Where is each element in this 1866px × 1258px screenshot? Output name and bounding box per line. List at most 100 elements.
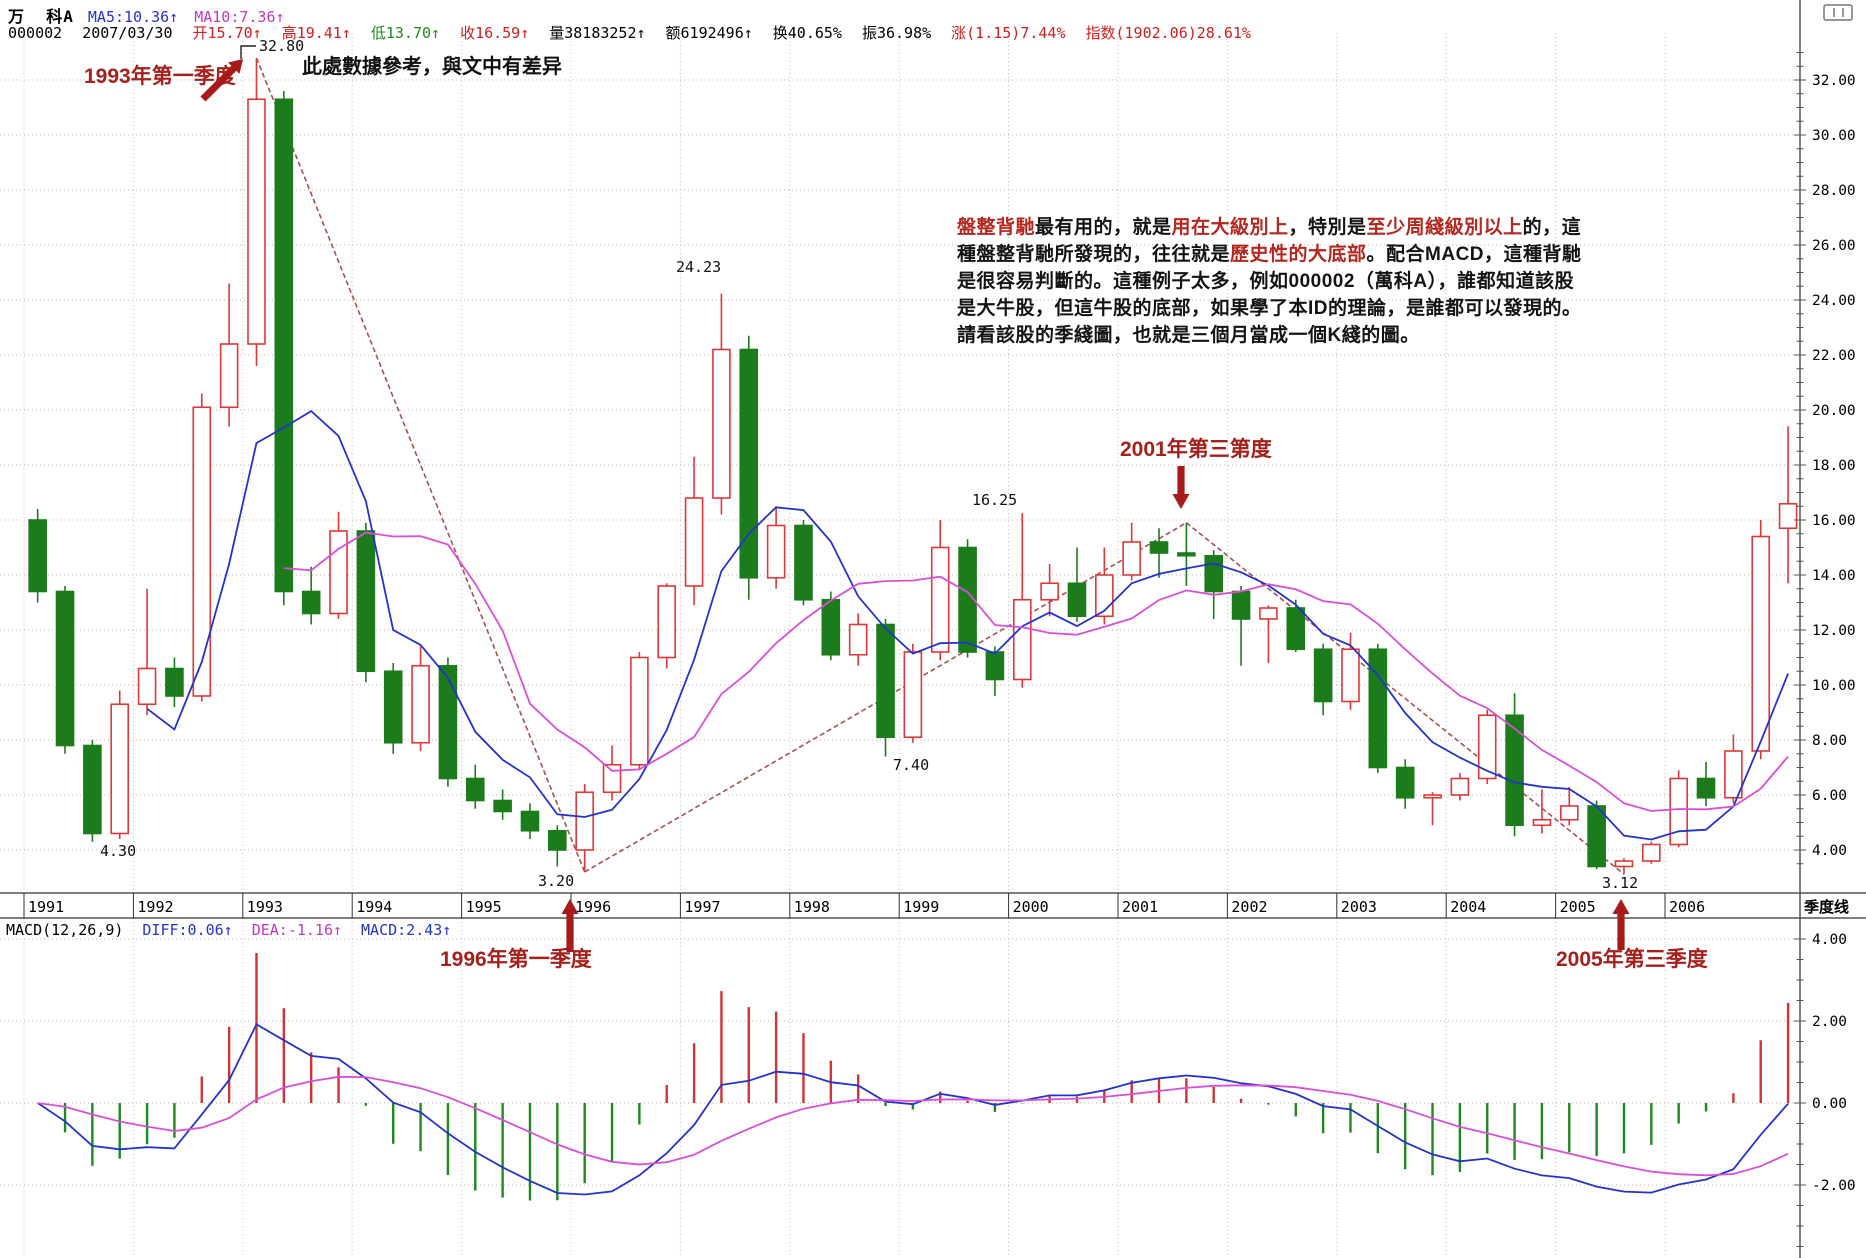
- y-axis-label: 8.00: [1812, 733, 1847, 749]
- candle[interactable]: [1012, 513, 1032, 688]
- year-label: 1994: [356, 898, 392, 916]
- candle[interactable]: [1122, 522, 1141, 581]
- candle[interactable]: [329, 511, 348, 619]
- callout-arrow: [1612, 899, 1630, 950]
- candle[interactable]: [739, 335, 759, 600]
- callout-arrow: [561, 899, 579, 952]
- candle[interactable]: [1751, 520, 1771, 760]
- candle[interactable]: [356, 522, 376, 683]
- y-axis-label: 20.00: [1812, 403, 1856, 419]
- candle[interactable]: [1778, 426, 1798, 584]
- macd-axis-label: -2.00: [1812, 1178, 1856, 1194]
- candle[interactable]: [192, 393, 212, 702]
- candle[interactable]: [1177, 522, 1196, 586]
- diff-line: [37, 1023, 1789, 1196]
- candle[interactable]: [1231, 586, 1251, 666]
- candle[interactable]: [1368, 643, 1388, 773]
- year-label: 1998: [794, 898, 830, 916]
- candle[interactable]: [1642, 841, 1661, 864]
- candle[interactable]: [985, 646, 1005, 697]
- period-label: 季度线: [1804, 898, 1849, 916]
- year-label: 1992: [137, 898, 173, 916]
- candle[interactable]: [657, 583, 677, 669]
- candle[interactable]: [1040, 564, 1059, 617]
- candle[interactable]: [930, 520, 950, 661]
- candle[interactable]: [794, 520, 813, 606]
- candle[interactable]: [684, 456, 704, 606]
- candlestick-series[interactable]: [28, 58, 1798, 875]
- header-field: MACD:2.43↑: [361, 921, 452, 939]
- candle[interactable]: [958, 539, 977, 658]
- candle[interactable]: [1095, 547, 1114, 625]
- candle[interactable]: [137, 588, 157, 716]
- candle[interactable]: [520, 803, 540, 839]
- candle[interactable]: [1477, 709, 1497, 784]
- candle[interactable]: [848, 613, 868, 666]
- candle[interactable]: [1423, 792, 1442, 826]
- candle[interactable]: [1341, 632, 1360, 710]
- candle[interactable]: [110, 690, 130, 840]
- candle[interactable]: [1724, 734, 1743, 804]
- candle[interactable]: [548, 825, 567, 867]
- candle[interactable]: [411, 646, 430, 752]
- candle[interactable]: [766, 506, 786, 589]
- macd-axis-label: 0.00: [1812, 1096, 1847, 1112]
- candle[interactable]: [630, 652, 649, 771]
- candle[interactable]: [1450, 773, 1470, 801]
- candle[interactable]: [274, 91, 294, 606]
- year-label: 2000: [1013, 898, 1049, 916]
- commentary-line: 盤整背馳最有用的，就是用在大級別上，特別是至少周綫級別以上的，這: [957, 217, 1582, 238]
- candle[interactable]: [301, 566, 321, 625]
- header-field: 收16.59↑: [460, 24, 530, 42]
- year-label: 1995: [466, 898, 502, 916]
- corner-panel-icon[interactable]: [1823, 4, 1853, 21]
- macd-header: MACD(12,26,9) DIFF:0.06↑ DEA:-1.16↑ MACD:2.…: [6, 921, 461, 939]
- year-label: 2006: [1669, 898, 1705, 916]
- candle[interactable]: [903, 643, 923, 743]
- candle[interactable]: [219, 283, 239, 427]
- candle[interactable]: [1505, 693, 1524, 837]
- year-label: 1999: [903, 898, 939, 916]
- candle[interactable]: [575, 784, 594, 872]
- candle[interactable]: [1067, 547, 1087, 622]
- candle[interactable]: [28, 509, 47, 603]
- candle[interactable]: [1313, 643, 1333, 716]
- candle[interactable]: [493, 789, 512, 820]
- header-field: 开15.70↑: [192, 24, 262, 42]
- candle[interactable]: [1532, 789, 1552, 834]
- y-axis-label: 12.00: [1812, 623, 1856, 639]
- candle[interactable]: [1696, 762, 1716, 806]
- candle[interactable]: [1395, 759, 1415, 809]
- candle[interactable]: [712, 293, 731, 515]
- ma10-line: [283, 531, 1789, 812]
- price-label: 16.25: [972, 491, 1017, 509]
- macd-axis-label: 2.00: [1812, 1014, 1847, 1030]
- candle[interactable]: [1669, 770, 1688, 848]
- candle[interactable]: [876, 619, 895, 757]
- callout-label: 2005年第三季度: [1556, 947, 1708, 971]
- header-field: MA10:7.36↑: [194, 8, 285, 26]
- callout-arrow: [200, 59, 243, 102]
- candle[interactable]: [602, 745, 622, 801]
- candle[interactable]: [165, 657, 184, 708]
- candle[interactable]: [1149, 528, 1169, 578]
- candle[interactable]: [1204, 550, 1224, 619]
- candle[interactable]: [83, 740, 102, 842]
- candle[interactable]: [821, 591, 841, 661]
- candle[interactable]: [1587, 800, 1606, 870]
- candle[interactable]: [1614, 858, 1634, 875]
- candle[interactable]: [465, 764, 485, 809]
- candle[interactable]: [383, 663, 403, 754]
- commentary-line: 是大牛股，但這牛股的底部，如果學了本ID的理論，是誰都可以發現的。: [957, 298, 1582, 319]
- candle[interactable]: [247, 58, 266, 366]
- y-axis-label: 24.00: [1812, 293, 1856, 309]
- y-axis-label: 14.00: [1812, 568, 1856, 584]
- y-axis-label: 10.00: [1812, 678, 1856, 694]
- candle[interactable]: [1259, 605, 1278, 663]
- candle[interactable]: [1286, 599, 1306, 652]
- candle[interactable]: [1559, 786, 1579, 826]
- candle[interactable]: [55, 586, 75, 754]
- dea-line: [37, 1075, 1789, 1177]
